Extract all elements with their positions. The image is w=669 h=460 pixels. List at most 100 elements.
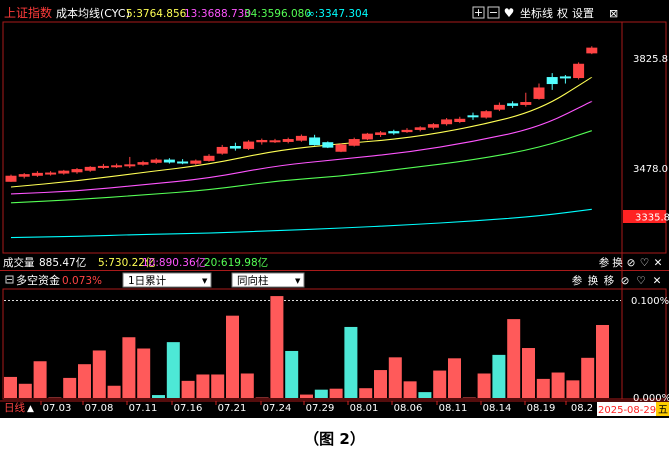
money-flow-bar xyxy=(344,326,358,398)
money-flow-toolbar: 参换移 ⊘ ♡ ✕ xyxy=(572,274,662,287)
candle-body xyxy=(361,133,373,140)
close-icon[interactable]: ✕ xyxy=(654,257,663,269)
candle-body xyxy=(401,129,413,133)
date-label: 07.08 xyxy=(85,403,114,414)
ma-line-13 xyxy=(10,100,593,195)
params-button[interactable]: 参 xyxy=(572,274,583,287)
favorite-icon[interactable]: ♡ xyxy=(640,257,649,269)
date-label: 07.03 xyxy=(43,403,72,414)
candle-body xyxy=(45,172,57,175)
period-select-value: 1日累计 xyxy=(128,274,167,287)
current-price-value: 3335.8 xyxy=(635,213,669,224)
money-flow-bar xyxy=(388,357,402,398)
candle-body xyxy=(243,141,255,149)
money-flow-bar xyxy=(300,394,313,398)
money-flow-bar xyxy=(107,385,121,398)
close-icon[interactable]: ⊠ xyxy=(609,7,618,20)
money-flow-bar xyxy=(314,389,328,398)
index-name: 上证指数 xyxy=(4,5,52,20)
period-select[interactable] xyxy=(122,272,212,288)
candle-body xyxy=(388,131,400,134)
candle-body xyxy=(5,175,17,182)
money-flow-bar xyxy=(270,296,284,398)
ma-line-5 xyxy=(10,76,593,188)
money-flow-label: 多空资金 xyxy=(16,273,60,287)
date-label: 07.24 xyxy=(263,403,292,414)
header-toolbar: + − ♥ 坐标线 权 设置 ⊠ xyxy=(472,6,618,20)
money-flow-header: 多空资金 0.073% 1日累计 ▼ 同向柱 ▼ xyxy=(5,272,305,288)
money-flow-bar xyxy=(477,373,491,398)
date-label: 08.01 xyxy=(350,403,379,414)
candle-body xyxy=(335,144,347,152)
weekday: 五 xyxy=(658,405,668,416)
switch-button[interactable]: 换 xyxy=(612,256,623,269)
candle-body xyxy=(269,140,281,143)
date-label: 08.06 xyxy=(394,403,423,414)
minus-button[interactable] xyxy=(487,6,500,19)
hide-icon[interactable]: ⊘ xyxy=(621,275,630,287)
period-arrow-icon[interactable]: ▲ xyxy=(27,404,34,414)
money-flow-bar xyxy=(92,350,106,398)
date-label: 07.21 xyxy=(218,403,247,414)
money-flow-bar xyxy=(329,388,343,398)
candle-body xyxy=(375,132,387,135)
date-label: 08.14 xyxy=(483,403,512,414)
candle-body xyxy=(493,104,505,110)
bar-mode-select[interactable] xyxy=(231,272,305,288)
money-flow-bar xyxy=(78,364,91,398)
settings-button[interactable]: 设置 xyxy=(572,7,594,20)
candle-body xyxy=(295,135,307,141)
candle-body xyxy=(480,111,492,118)
date-label: 08.11 xyxy=(439,403,468,414)
ma-line-34 xyxy=(10,130,592,204)
favorite-icon[interactable]: ♡ xyxy=(636,275,645,287)
move-button[interactable]: 移 xyxy=(604,274,615,287)
money-flow-bar xyxy=(181,380,195,398)
money-flow-bar xyxy=(566,380,580,398)
minus-icon: − xyxy=(489,6,498,19)
money-axis-bottom: 0.000% xyxy=(633,393,669,404)
chevron-down-icon: ▼ xyxy=(295,277,301,285)
candle-body xyxy=(84,166,96,171)
candle-body xyxy=(573,63,585,79)
candle-body xyxy=(309,137,321,146)
switch-button[interactable]: 换 xyxy=(588,274,599,287)
period-label[interactable]: 日线 xyxy=(4,401,25,414)
candle-body xyxy=(190,160,202,164)
price-panel-border xyxy=(2,21,667,254)
candle-body xyxy=(58,170,70,174)
params-button[interactable]: 参 xyxy=(599,256,610,269)
current-date-badge xyxy=(597,402,658,416)
candle-body xyxy=(203,155,215,161)
close-icon[interactable]: ✕ xyxy=(653,275,662,287)
date-label: 07.16 xyxy=(174,403,203,414)
price-tick-label: 3478.0 xyxy=(633,164,668,175)
money-flow-bar xyxy=(240,373,254,398)
candle-body xyxy=(150,159,162,163)
candle-body xyxy=(163,159,175,163)
candle-body xyxy=(546,77,558,85)
volume-label: 成交量 xyxy=(3,256,35,269)
rights-button[interactable]: 权 xyxy=(557,7,568,20)
money-panel-border xyxy=(2,288,667,400)
money-flow-bar xyxy=(226,315,239,398)
favorite-heart-icon[interactable]: ♥ xyxy=(504,6,515,20)
hide-icon[interactable]: ⊘ xyxy=(627,257,636,269)
date-label: 08.19 xyxy=(527,403,556,414)
money-flow-bar xyxy=(33,361,47,398)
expand-toggle[interactable] xyxy=(5,275,14,284)
date-label: 08.2 xyxy=(571,403,593,414)
money-flow-bars xyxy=(4,296,609,398)
money-flow-bar xyxy=(374,370,387,398)
money-flow-bar xyxy=(122,337,136,398)
volume-ma-0: 5:730.22亿 xyxy=(98,256,155,269)
money-flow-bar xyxy=(596,324,609,398)
add-button[interactable] xyxy=(472,6,485,19)
volume-toolbar: 参换 ⊘ ♡ ✕ xyxy=(599,256,663,269)
coordinate-line-button[interactable]: 坐标线 xyxy=(520,6,553,20)
candle-body xyxy=(229,145,241,149)
stock-terminal: 上证指数 成本均线(CYC) 5:3764.856 13:3688.730 34:3… xyxy=(0,0,669,418)
candle-body xyxy=(137,162,149,165)
candlesticks xyxy=(5,46,598,182)
